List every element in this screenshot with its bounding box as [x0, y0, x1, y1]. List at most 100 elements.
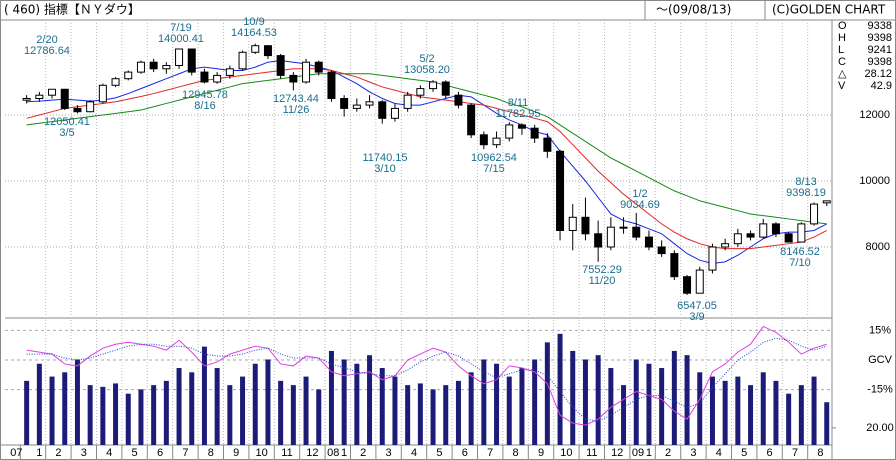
- candle-body: [225, 68, 234, 76]
- x-tick-label: 3: [386, 447, 392, 459]
- volume-bar: [595, 355, 601, 445]
- candle-body: [276, 55, 285, 76]
- stat-label: H: [838, 32, 846, 44]
- candle-body: [530, 127, 539, 139]
- candle-body: [390, 107, 399, 119]
- volume-bar: [608, 368, 614, 445]
- volume-bar: [760, 372, 766, 445]
- candle-body: [365, 101, 374, 106]
- candle-body: [822, 200, 831, 204]
- candle-body: [581, 216, 590, 235]
- volume-bar: [621, 385, 627, 445]
- volume-bar: [240, 376, 246, 445]
- volume-bar: [786, 393, 792, 445]
- volume-bar: [354, 363, 360, 445]
- volume-bar: [443, 385, 449, 445]
- x-tick-label: 2: [55, 447, 61, 459]
- y-tick-label: 20.00: [866, 422, 894, 434]
- volume-bar: [405, 385, 411, 445]
- x-tick-label: 1: [646, 447, 652, 459]
- volume-bar: [570, 350, 576, 445]
- year-label: 08: [327, 447, 339, 459]
- candle-body: [403, 94, 412, 109]
- header-date: ～(09/08/13): [656, 3, 731, 17]
- volume-bar: [138, 389, 144, 445]
- candle-body: [644, 236, 653, 248]
- volume-bar: [125, 393, 131, 445]
- volume-bar: [633, 359, 639, 445]
- candle-body: [556, 150, 565, 231]
- candle-body: [22, 98, 31, 101]
- volume-bar: [341, 359, 347, 445]
- candle-body: [98, 84, 107, 103]
- annotation: 11/20: [589, 275, 616, 287]
- x-tick-label: 10: [255, 447, 267, 459]
- annotation: 3/9: [689, 311, 704, 323]
- volume-bar: [748, 385, 754, 445]
- volume-bar: [316, 389, 322, 445]
- volume-bar: [824, 402, 830, 445]
- candle-body: [632, 226, 641, 238]
- x-tick-label: 5: [436, 447, 442, 459]
- volume-bar: [201, 346, 207, 445]
- x-tick-label: 2: [360, 447, 366, 459]
- candle-body: [302, 61, 311, 83]
- candle-body: [251, 45, 260, 53]
- y2-tick-label: -15%: [867, 383, 893, 395]
- candle-body: [60, 88, 69, 109]
- candle-body: [175, 48, 184, 67]
- candle-body: [124, 71, 133, 80]
- stat-label: △: [838, 68, 847, 80]
- annotation: 8/11: [508, 97, 529, 109]
- volume-bar: [49, 376, 55, 445]
- annotation: 7/19: [170, 22, 191, 34]
- volume-bar: [214, 368, 220, 445]
- candle-body: [378, 101, 387, 119]
- year-label: 09: [632, 447, 644, 459]
- volume-bar: [367, 355, 373, 445]
- volume-bar: [290, 385, 296, 445]
- x-tick-label: 6: [767, 447, 773, 459]
- candle-body: [149, 61, 158, 70]
- candle-body: [86, 101, 95, 113]
- x-tick-label: 6: [462, 447, 468, 459]
- candle-body: [111, 78, 120, 86]
- annotation: 14164.53: [231, 27, 277, 39]
- annotation: 10962.54: [471, 152, 517, 164]
- annotation: 7/10: [789, 257, 810, 269]
- candle-body: [517, 124, 526, 129]
- candle-body: [263, 45, 272, 57]
- annotation: 7552.29: [582, 264, 622, 276]
- x-tick-label: 3: [81, 447, 87, 459]
- volume-bar: [151, 385, 157, 445]
- candle-body: [695, 269, 704, 294]
- volume-bar: [392, 376, 398, 445]
- candle-body: [429, 81, 438, 90]
- annotation: 5/2: [419, 53, 434, 65]
- x-tick-label: 8: [817, 447, 823, 459]
- x-tick-label: 11: [281, 447, 292, 459]
- x-tick-label: 12: [306, 447, 318, 459]
- deviation-line: [26, 325, 827, 426]
- candle-body: [136, 61, 145, 73]
- moving-average: [26, 73, 827, 225]
- annotation: 11782.95: [495, 108, 540, 120]
- annotation: 3/10: [374, 163, 395, 175]
- annotation: 11/26: [283, 104, 310, 116]
- x-tick-label: 8: [208, 447, 214, 459]
- volume-bar: [113, 383, 119, 445]
- x-tick-label: 1: [36, 447, 42, 459]
- stat-label: V: [838, 80, 846, 92]
- volume-bar: [87, 385, 93, 445]
- candle-body: [619, 226, 628, 229]
- x-tick-label: 5: [132, 447, 138, 459]
- candle-body: [568, 216, 577, 231]
- volume-bar: [722, 380, 728, 445]
- candle-body: [721, 243, 730, 248]
- volume-bar: [24, 380, 30, 445]
- volume-bar: [481, 359, 487, 445]
- volume-bar: [697, 372, 703, 445]
- candle-body: [289, 74, 298, 83]
